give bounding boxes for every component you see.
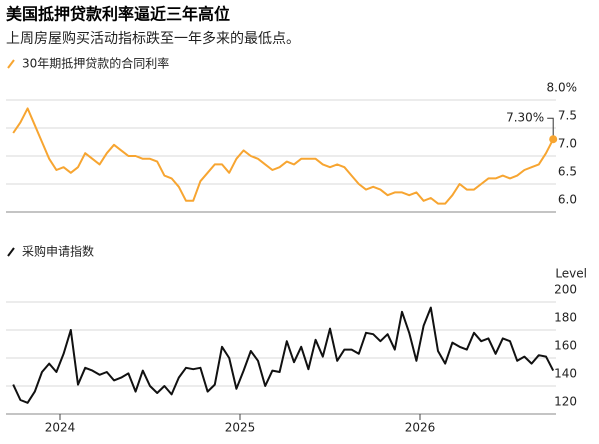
y-tick-label: 120 — [554, 395, 577, 409]
y-tick-label: 8.0% — [547, 81, 578, 95]
annotation-label: 7.30% — [506, 111, 544, 125]
chart-title: 美国抵押贷款利率逼近三年高位 — [6, 5, 230, 24]
x-tick-label: 2024 — [45, 421, 76, 435]
series-line — [12, 306, 555, 404]
legend-marker — [7, 247, 15, 257]
y-tick-label: 180 — [554, 311, 577, 325]
x-tick-label: 2025 — [225, 421, 256, 435]
y-tick-label: 7.5 — [558, 109, 577, 123]
annotation-point — [549, 135, 558, 144]
y-tick-label: 140 — [554, 367, 577, 381]
legend-label: 30年期抵押贷款的合同利率 — [22, 56, 169, 71]
annotation-leader — [547, 117, 554, 140]
y-tick-label: 6.0 — [558, 193, 577, 207]
chart-subtitle: 上周房屋购买活动指标跌至一年多来的最低点。 — [6, 30, 300, 47]
y-tick-label: 6.5 — [558, 165, 577, 179]
y-tick-label: 200 — [554, 283, 577, 297]
y-axis-label: Level — [555, 267, 587, 281]
series-line — [12, 107, 555, 205]
legend-label: 采购申请指数 — [22, 244, 94, 259]
legend-marker — [7, 59, 15, 69]
y-tick-label: 160 — [554, 339, 577, 353]
y-tick-label: 7.0 — [558, 137, 577, 151]
x-tick-label: 2026 — [405, 421, 436, 435]
